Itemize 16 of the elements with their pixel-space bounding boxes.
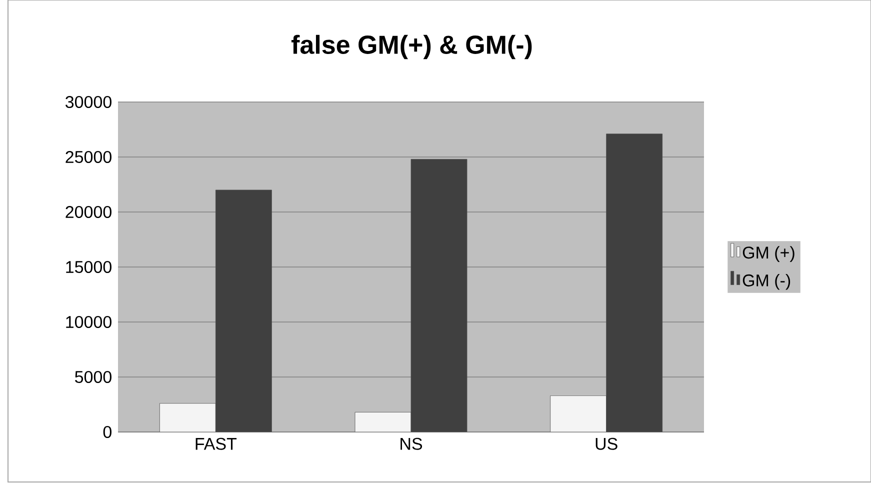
x-tick-label: US (596, 438, 618, 450)
legend-label: GM (-) (742, 274, 790, 290)
y-tick-label: 25000 (66, 150, 112, 164)
y-tick-label: 0 (103, 426, 112, 438)
bar (159, 403, 216, 432)
x-tick-label: NS (400, 438, 422, 450)
legend-label: GM (+) (742, 246, 794, 262)
y-tick-label: 15000 (66, 260, 112, 274)
bar (354, 412, 412, 432)
y-tick-label: 30000 (66, 96, 112, 108)
bar (550, 395, 607, 432)
chart-title: false GM(+) & GM(-) (291, 34, 532, 60)
y-tick-label: 5000 (74, 370, 112, 384)
y-tick-label: 10000 (66, 316, 112, 328)
x-tick-label: FAST (196, 438, 237, 450)
y-tick-label: 20000 (66, 206, 112, 218)
